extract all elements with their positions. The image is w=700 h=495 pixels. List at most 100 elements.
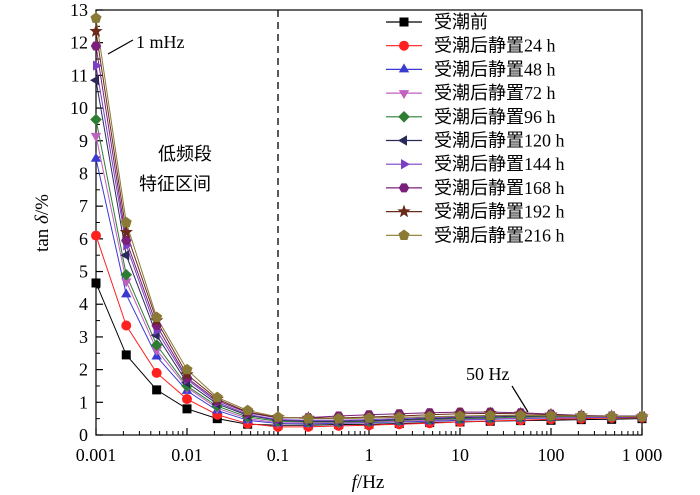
legend-label: 受潮后静置144 h [434, 154, 565, 174]
legend-label: 受潮后静置120 h [434, 131, 565, 151]
series-point-8 [89, 24, 103, 37]
series-point-0 [91, 278, 101, 288]
series-point-9 [242, 404, 254, 416]
series-point-8 [119, 225, 133, 238]
legend-marker [398, 63, 410, 73]
series-point-9 [181, 363, 193, 375]
series-point-0 [152, 385, 162, 395]
x-axis-title: f/Hz [352, 472, 385, 493]
series-point-9 [515, 409, 527, 421]
legend-marker [397, 204, 411, 218]
legend-label: 受潮后静置48 h [434, 59, 556, 79]
y-tick-label: 0 [79, 425, 88, 445]
series-point-3 [90, 132, 102, 142]
series-point-9 [393, 411, 405, 423]
series-point-1 [121, 320, 132, 331]
legend-marker [399, 40, 409, 51]
y-tick-label: 1 [79, 392, 88, 412]
series-point-5 [90, 75, 99, 86]
legend-label: 受潮后静置96 h [434, 107, 556, 127]
series-point-9 [363, 412, 375, 423]
x-tick-label: 1 000 [622, 445, 663, 465]
series-point-9 [272, 411, 284, 422]
series-point-7 [90, 41, 102, 51]
series-point-9 [151, 311, 163, 322]
x-tick-label: 10 [451, 445, 469, 465]
legend-marker [398, 90, 410, 100]
legend-label: 受潮后静置24 h [434, 36, 556, 56]
series-point-2 [121, 288, 132, 298]
x-tick-label: 0.01 [171, 445, 203, 465]
series-point-5 [120, 250, 130, 261]
annotation-50hz: 50 Hz [466, 364, 510, 384]
y-tick-label: 10 [70, 98, 88, 118]
series-point-9 [545, 409, 557, 421]
series-line-1 [95, 235, 643, 428]
legend-label: 受潮后静置192 h [434, 202, 565, 222]
y-tick-label: 13 [70, 0, 88, 20]
y-tick-label: 7 [79, 196, 88, 216]
series-point-2 [90, 152, 102, 162]
annotation-1mhz: 1 mHz [136, 32, 185, 52]
annotation-50hz-arrow [511, 385, 529, 413]
y-tick-label: 3 [79, 327, 88, 347]
y-tick-label: 11 [71, 65, 88, 85]
legend-marker [399, 17, 409, 27]
legend-label: 受潮后静置168 h [434, 178, 565, 198]
x-tick-label: 1 [365, 445, 374, 465]
series-point-3 [121, 278, 132, 288]
axis-ticks: 0.001 0.01 0.1 1 10 100 1 00001234567891011121… [70, 0, 662, 465]
series-lines [95, 18, 643, 428]
series-point-7 [121, 235, 132, 245]
y-tick-label: 4 [79, 294, 88, 314]
series-point-9 [424, 410, 436, 422]
legend-label: 受潮前 [434, 12, 488, 32]
y-tick-label: 12 [70, 33, 88, 53]
series-point-1 [182, 394, 192, 405]
legend-marker [398, 111, 410, 123]
y-tick-label: 2 [79, 360, 88, 380]
x-tick-label: 0.1 [267, 445, 290, 465]
series-point-9 [90, 12, 102, 23]
svg-text:tan δ/%: tan δ/% [32, 194, 53, 252]
series-point-9 [302, 412, 314, 424]
legend-marker [398, 135, 407, 146]
y-tick-label: 9 [79, 131, 88, 151]
legend-marker [401, 159, 410, 170]
series-point-1 [91, 230, 101, 241]
annotation-low-frequency: 低频段 [158, 144, 212, 164]
series-point-9 [454, 410, 466, 421]
series-point-9 [211, 391, 223, 403]
legend-marker [398, 183, 410, 193]
y-axis-title: tan δ/% [32, 194, 53, 252]
legend-marker [398, 229, 410, 240]
series-point-9 [575, 410, 587, 421]
x-tick-label: 0.001 [76, 445, 117, 465]
series-point-3 [151, 347, 162, 356]
legend-label: 受潮后静置216 h [434, 225, 565, 245]
y-tick-label: 5 [79, 262, 88, 282]
series-point-4 [150, 339, 163, 351]
series-point-4 [90, 113, 102, 126]
annotation-1mhz-arrow [107, 39, 134, 55]
series-point-9 [606, 410, 618, 422]
plot-frame [95, 9, 643, 436]
series-point-9 [333, 412, 345, 424]
legend-label: 受潮后静置72 h [434, 83, 556, 103]
series-point-9 [484, 409, 496, 421]
series-point-1 [151, 367, 162, 378]
series-markers [89, 12, 649, 432]
annotation-characteristic-interval: 特征区间 [139, 174, 211, 194]
series-point-9 [636, 410, 648, 422]
x-tick-label: 100 [538, 445, 565, 465]
y-tick-label: 6 [79, 229, 88, 249]
series-point-4 [120, 269, 133, 281]
series-point-6 [93, 60, 102, 71]
series-point-9 [120, 216, 132, 228]
series-point-0 [182, 404, 192, 414]
series-line-2 [95, 158, 643, 425]
y-tick-label: 8 [79, 163, 88, 183]
series-point-0 [121, 350, 131, 360]
